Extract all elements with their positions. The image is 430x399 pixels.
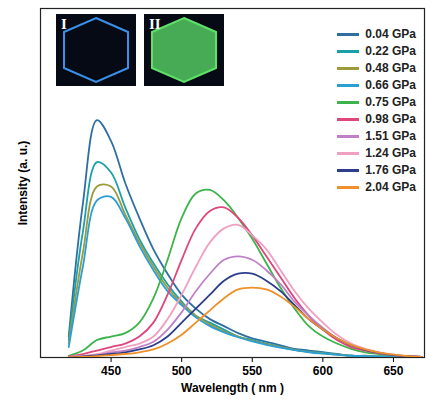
html-text:0.75 GPa: 0.75 GPa xyxy=(365,95,416,109)
svg-text:450: 450 xyxy=(101,364,121,378)
html-text:0.98 GPa: 0.98 GPa xyxy=(365,112,416,126)
html-text:0.22 GPa: 0.22 GPa xyxy=(365,44,416,58)
html-text:1.76 GPa: 1.76 GPa xyxy=(365,163,416,177)
svg-text:500: 500 xyxy=(172,364,192,378)
html-text:1.51 GPa: 1.51 GPa xyxy=(365,129,416,143)
svg-text:550: 550 xyxy=(242,364,262,378)
html-text:0.48 GPa: 0.48 GPa xyxy=(365,61,416,75)
html-text:0.66 GPa: 0.66 GPa xyxy=(365,78,416,92)
svg-text:Wavelength ( nm ): Wavelength ( nm ) xyxy=(181,381,284,395)
svg-text:600: 600 xyxy=(313,364,333,378)
html-text:2.04 GPa: 2.04 GPa xyxy=(365,180,416,194)
html-text:0.04 GPa: 0.04 GPa xyxy=(365,27,416,41)
html-text:II: II xyxy=(149,16,161,32)
html-text:1.24 GPa: 1.24 GPa xyxy=(365,146,416,160)
html-text:I: I xyxy=(61,16,67,32)
svg-text:Intensity (a. u.): Intensity (a. u.) xyxy=(16,141,30,226)
svg-text:650: 650 xyxy=(383,364,403,378)
